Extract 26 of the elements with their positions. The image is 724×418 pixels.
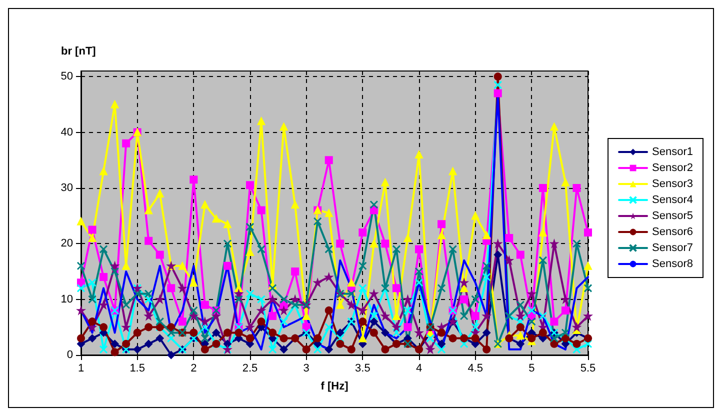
y-tick-label: 0: [66, 349, 73, 361]
legend-label: Sensor8: [652, 258, 694, 270]
legend-label: Sensor2: [652, 162, 694, 174]
x-tick-label: 5.5: [580, 362, 596, 374]
x-tick-label: 3: [303, 362, 310, 374]
y-axis-title: br [nT]: [61, 46, 96, 58]
x-tick-label: 1.5: [130, 362, 145, 374]
legend-label: Sensor4: [652, 194, 694, 206]
y-tick-label: 50: [60, 70, 73, 83]
x-tick-label: 5: [528, 362, 535, 374]
legend-label: Sensor3: [652, 178, 694, 190]
legend-label: Sensor1: [652, 146, 694, 158]
legend-label: Sensor7: [652, 242, 694, 254]
x-tick-label: 4.5: [468, 362, 483, 374]
y-tick-label: 30: [60, 182, 73, 194]
x-tick-label: 2.5: [242, 362, 258, 374]
x-axis-title: f [Hz]: [320, 380, 349, 392]
x-tick-label: 4: [416, 362, 422, 374]
legend-label: Sensor5: [652, 210, 694, 222]
y-tick-label: 10: [60, 293, 73, 306]
y-tick-label: 20: [60, 238, 73, 250]
legend-label: Sensor6: [652, 226, 694, 238]
x-tick-label: 3.5: [355, 362, 370, 374]
x-tick-label: 2: [190, 362, 197, 374]
x-tick-label: 1: [78, 362, 84, 374]
y-tick-label: 40: [60, 126, 73, 138]
